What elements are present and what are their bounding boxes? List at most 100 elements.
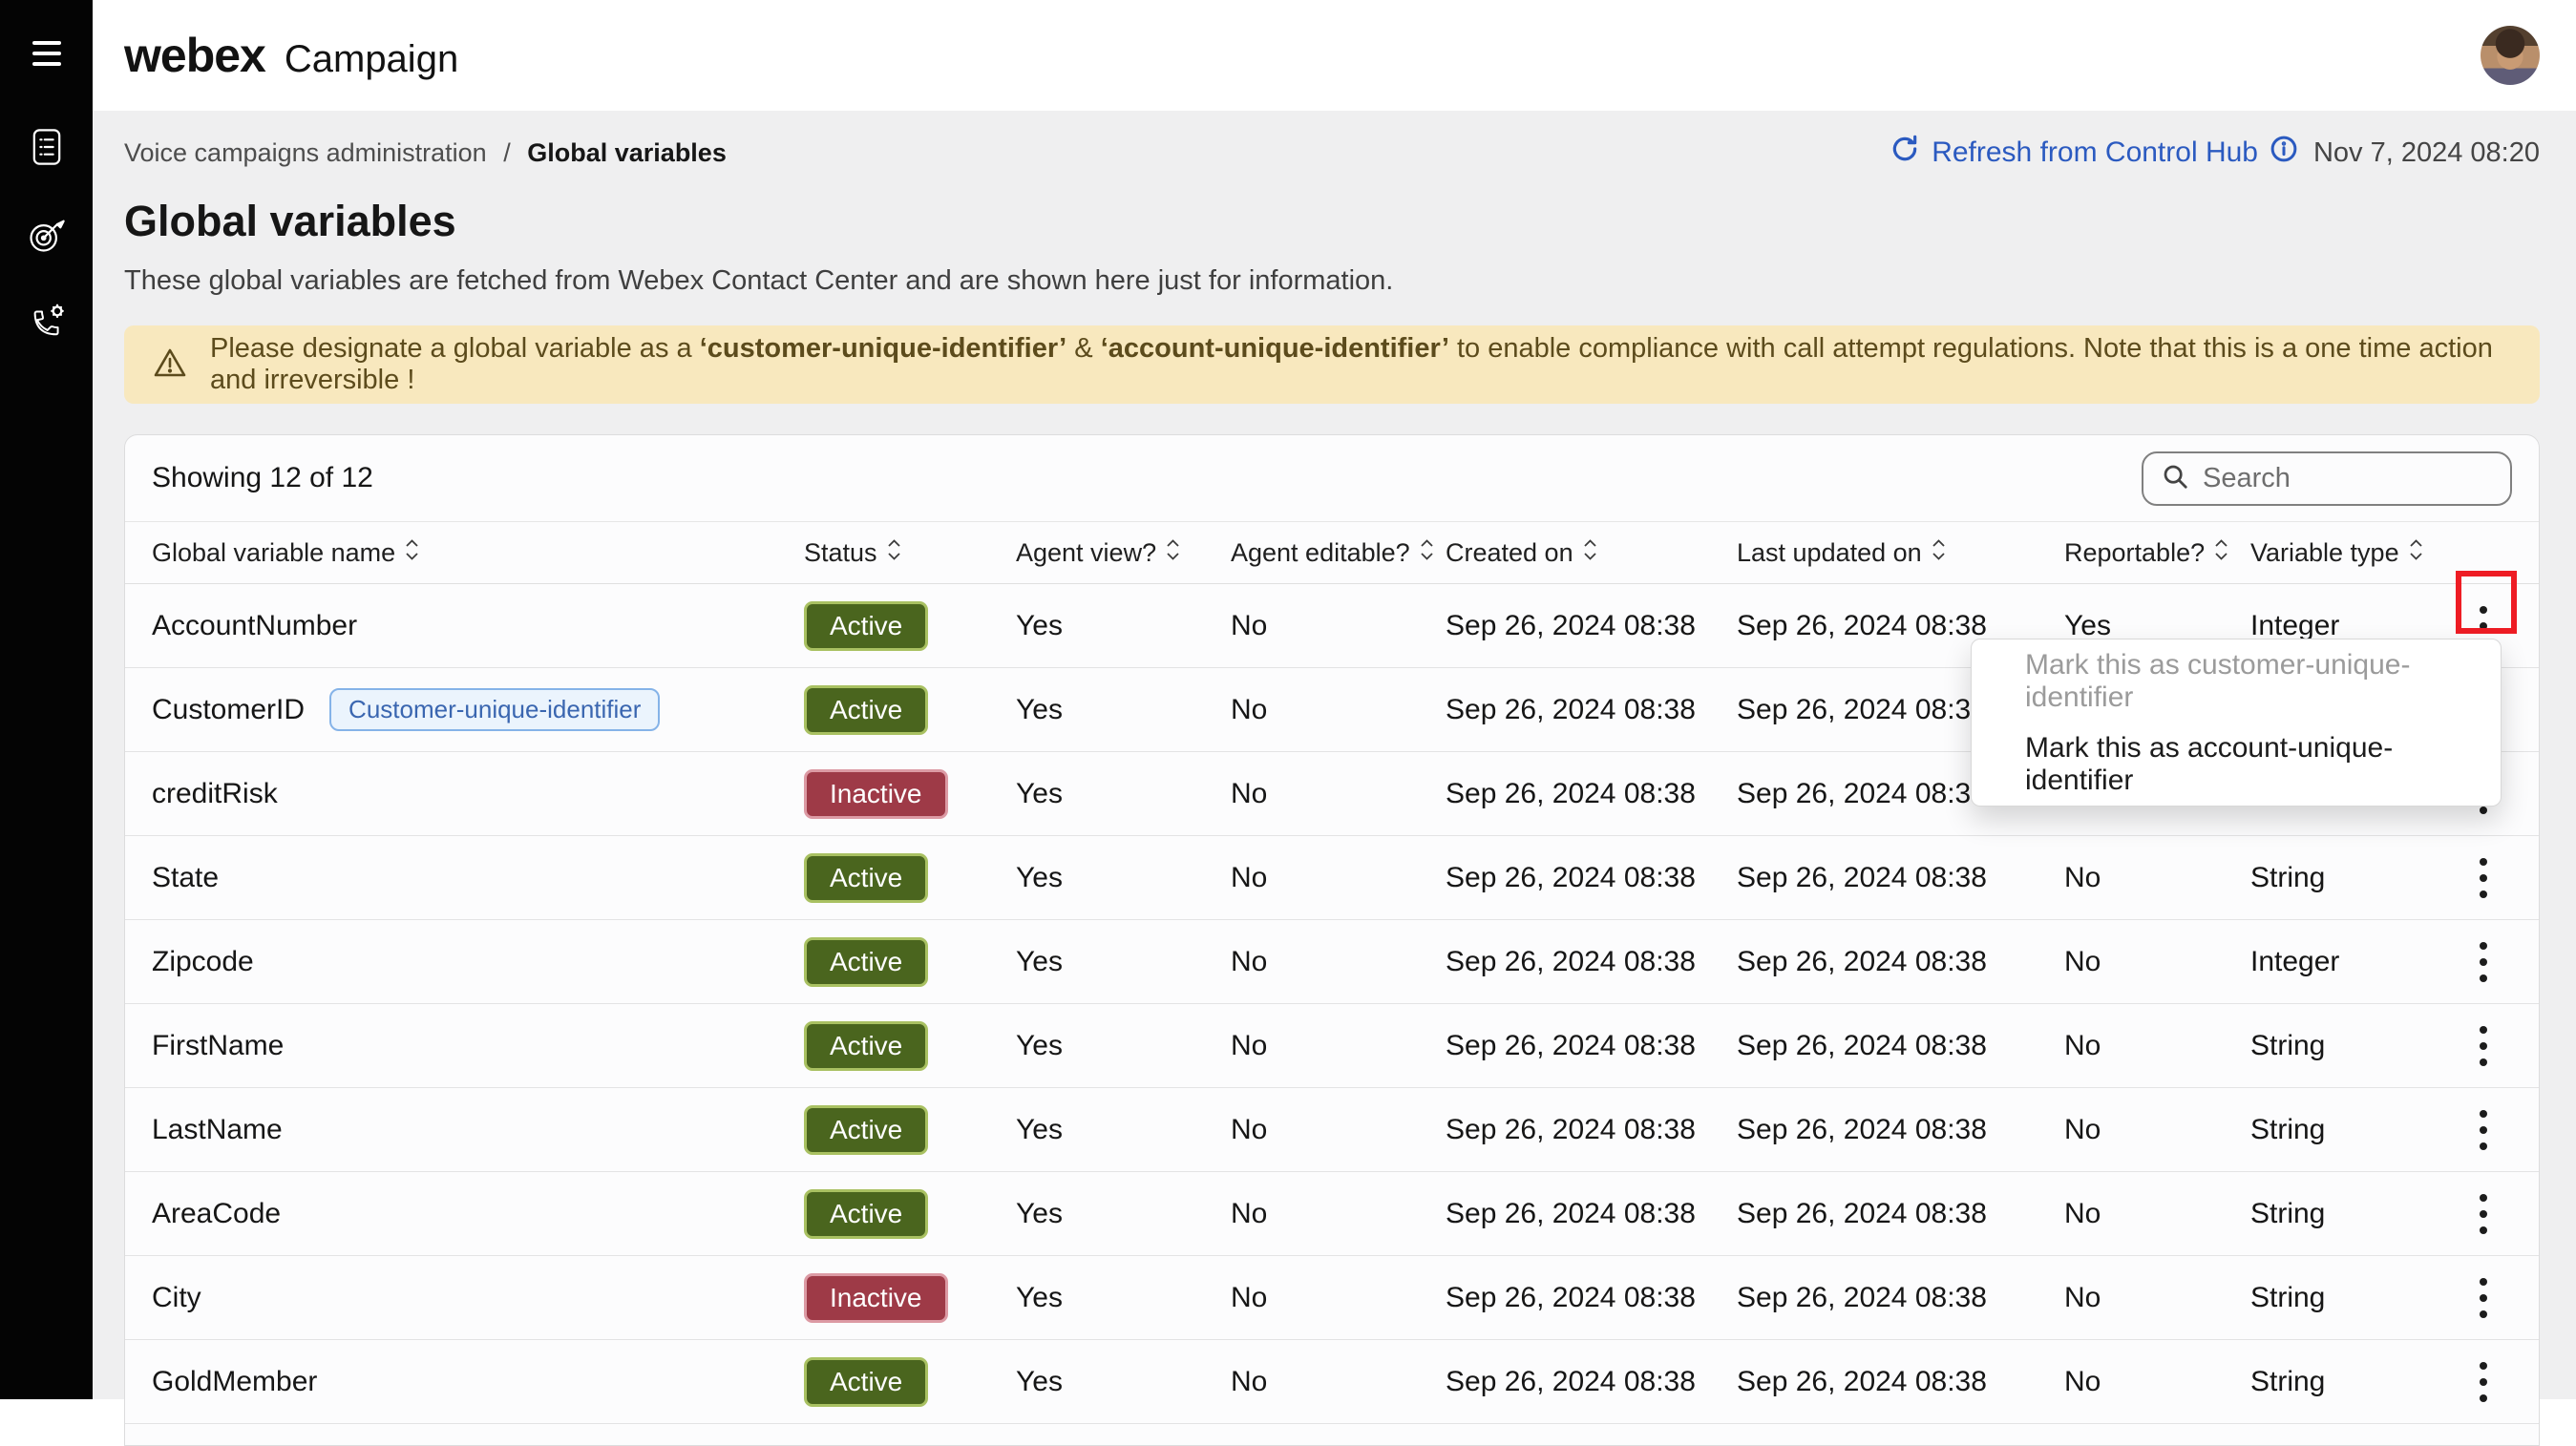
- compliance-warning-banner: Please designate a global variable as a …: [124, 325, 2540, 404]
- table-body: AccountNumber Active Yes No Sep 26, 2024…: [125, 584, 2539, 1424]
- sort-icon[interactable]: [1166, 538, 1180, 568]
- row-actions-kebab-icon[interactable]: [2455, 1184, 2512, 1245]
- row-actions-kebab-icon[interactable]: [2455, 1268, 2512, 1329]
- status-badge: Active: [804, 852, 929, 903]
- row-actions-kebab-icon[interactable]: [2455, 1352, 2512, 1413]
- table-header-row: Global variable name Status Agent view? …: [125, 521, 2539, 584]
- sort-icon[interactable]: [1932, 538, 1946, 568]
- agent-view-value: Yes: [1016, 861, 1063, 893]
- column-header-agent-editable[interactable]: Agent editable?: [1231, 538, 1446, 568]
- table-row: GoldMember Active Yes No Sep 26, 2024 08…: [125, 1340, 2539, 1424]
- agent-editable-value: No: [1231, 1365, 1268, 1397]
- logo-campaign: Campaign: [284, 38, 459, 80]
- user-avatar[interactable]: [2481, 26, 2540, 85]
- created-on-value: Sep 26, 2024 08:38: [1446, 861, 1696, 893]
- table-search[interactable]: [2142, 451, 2512, 506]
- sidebar-item-campaigns[interactable]: [24, 214, 70, 260]
- row-actions-kebab-icon[interactable]: [2455, 1016, 2512, 1077]
- column-header-variable-type[interactable]: Variable type: [2250, 538, 2448, 568]
- last-updated-value: Sep 26, 2024 08:38: [1737, 777, 1987, 809]
- agent-view-value: Yes: [1016, 1365, 1063, 1397]
- variable-name: State: [152, 861, 220, 893]
- variable-name: CustomerID: [152, 693, 306, 725]
- breadcrumb: Voice campaigns administration / Global …: [124, 137, 727, 167]
- variable-name: City: [152, 1281, 201, 1313]
- status-badge: Active: [804, 1104, 929, 1155]
- status-badge: Inactive: [804, 768, 948, 819]
- sidebar-item-lists[interactable]: [24, 126, 70, 172]
- last-updated-value: Sep 26, 2024 08:38: [1737, 1281, 1987, 1313]
- variable-type-value: Integer: [2250, 945, 2340, 977]
- row-count-label: Showing 12 of 12: [152, 462, 373, 493]
- variable-name: GoldMember: [152, 1365, 318, 1397]
- refresh-from-control-hub-link[interactable]: Refresh from Control Hub: [1890, 134, 2298, 172]
- column-header-status[interactable]: Status: [804, 538, 1016, 568]
- reportable-value: Yes: [2064, 609, 2111, 641]
- reportable-value: No: [2064, 1281, 2101, 1313]
- agent-editable-value: No: [1231, 1113, 1268, 1145]
- sort-icon[interactable]: [2409, 538, 2423, 568]
- search-icon: [2161, 462, 2189, 495]
- agent-view-value: Yes: [1016, 1113, 1063, 1145]
- reportable-value: No: [2064, 1029, 2101, 1061]
- variable-type-value: String: [2250, 1281, 2326, 1313]
- last-updated-value: Sep 26, 2024 08:38: [1737, 861, 1987, 893]
- last-refresh-timestamp: Nov 7, 2024 08:20: [2312, 136, 2540, 168]
- info-icon[interactable]: [2270, 135, 2298, 171]
- sidebar-item-voice-settings[interactable]: [24, 302, 70, 347]
- agent-editable-value: No: [1231, 1029, 1268, 1061]
- banner-text: Please designate a global variable as a …: [210, 333, 2493, 395]
- sort-icon[interactable]: [887, 538, 901, 568]
- sort-icon[interactable]: [1420, 538, 1434, 568]
- variable-name: AreaCode: [152, 1197, 282, 1229]
- phone-gear-icon: [26, 302, 68, 348]
- agent-editable-value: No: [1231, 777, 1268, 809]
- sort-icon[interactable]: [2214, 538, 2228, 568]
- column-header-name[interactable]: Global variable name: [152, 538, 804, 568]
- status-badge: Active: [804, 600, 929, 651]
- page-subtitle: These global variables are fetched from …: [124, 265, 1394, 296]
- created-on-value: Sep 26, 2024 08:38: [1446, 1029, 1696, 1061]
- table-row: LastName Active Yes No Sep 26, 2024 08:3…: [125, 1088, 2539, 1172]
- sort-icon[interactable]: [1583, 538, 1597, 568]
- row-actions-kebab-icon[interactable]: [2455, 932, 2512, 993]
- sidebar: [0, 0, 93, 1399]
- agent-editable-value: No: [1231, 609, 1268, 641]
- column-header-created-on[interactable]: Created on: [1446, 538, 1737, 568]
- created-on-value: Sep 26, 2024 08:38: [1446, 609, 1696, 641]
- agent-view-value: Yes: [1016, 1029, 1063, 1061]
- status-badge: Active: [804, 1020, 929, 1071]
- hamburger-menu-icon[interactable]: [32, 34, 61, 73]
- variable-name: Zipcode: [152, 945, 254, 977]
- row-actions-kebab-icon[interactable]: [2455, 1100, 2512, 1161]
- list-form-icon: [26, 126, 68, 173]
- breadcrumb-parent[interactable]: Voice campaigns administration: [124, 137, 487, 167]
- status-badge: Active: [804, 1356, 929, 1407]
- app-logo: webex Campaign: [124, 28, 458, 83]
- search-input[interactable]: [2203, 462, 2493, 494]
- variable-name: creditRisk: [152, 777, 278, 809]
- agent-view-value: Yes: [1016, 1197, 1063, 1229]
- variable-type-value: Integer: [2250, 609, 2340, 641]
- warning-triangle-icon: [153, 346, 187, 384]
- column-header-last-updated[interactable]: Last updated on: [1737, 538, 2064, 568]
- variable-type-value: String: [2250, 861, 2326, 893]
- column-header-agent-view[interactable]: Agent view?: [1016, 538, 1231, 568]
- status-badge: Active: [804, 936, 929, 987]
- created-on-value: Sep 26, 2024 08:38: [1446, 945, 1696, 977]
- agent-editable-value: No: [1231, 1197, 1268, 1229]
- created-on-value: Sep 26, 2024 08:38: [1446, 1365, 1696, 1397]
- variable-type-value: String: [2250, 1365, 2326, 1397]
- last-updated-value: Sep 26, 2024 08:38: [1737, 1113, 1987, 1145]
- reportable-value: No: [2064, 1113, 2101, 1145]
- menu-item-mark-account-unique-identifier[interactable]: Mark this as account-unique-identifier: [2025, 731, 2394, 796]
- column-header-reportable[interactable]: Reportable?: [2064, 538, 2250, 568]
- last-updated-value: Sep 26, 2024 08:38: [1737, 1197, 1987, 1229]
- sort-icon[interactable]: [405, 538, 419, 568]
- created-on-value: Sep 26, 2024 08:38: [1446, 777, 1696, 809]
- row-actions-kebab-icon[interactable]: [2455, 848, 2512, 909]
- menu-item-mark-customer-unique-identifier[interactable]: Mark this as customer-unique-identifier: [2025, 648, 2411, 713]
- agent-editable-value: No: [1231, 1281, 1268, 1313]
- reportable-value: No: [2064, 861, 2101, 893]
- last-updated-value: Sep 26, 2024 08:38: [1737, 609, 1987, 641]
